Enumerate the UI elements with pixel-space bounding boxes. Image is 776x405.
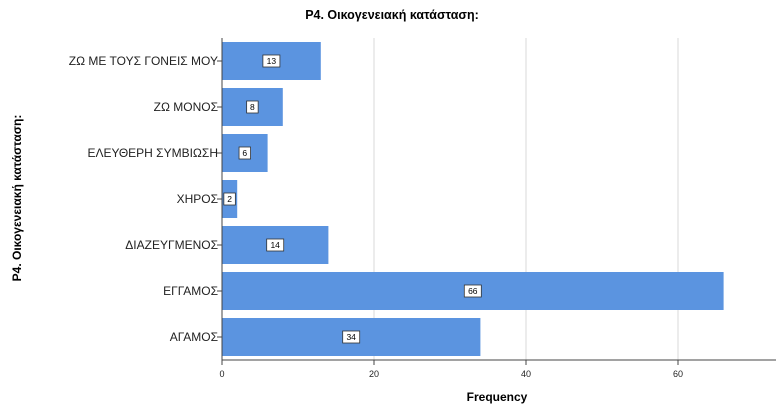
chart-title: P4. Οικογενειακή κατάσταση:: [305, 8, 479, 22]
data-label-box: [463, 284, 482, 298]
data-label-box: [266, 238, 285, 252]
data-label-box: [246, 100, 259, 114]
data-label-box: [223, 192, 236, 206]
data-label: 2: [227, 194, 232, 204]
data-label-box: [262, 54, 281, 68]
grid-lines: [373, 38, 679, 360]
category-label: ΑΓΑΜΟΣ: [170, 330, 218, 344]
data-label: 8: [250, 102, 255, 112]
data-label: 34: [346, 332, 356, 342]
bars: 13 8 6 2 14 66 34: [222, 42, 724, 356]
x-tick-label: 40: [521, 369, 531, 379]
category-label: ΧΗΡΟΣ: [177, 192, 218, 206]
data-label: 6: [242, 148, 247, 158]
data-label-box: [342, 330, 361, 344]
data-label: 66: [468, 286, 478, 296]
category-label: ΕΛΕΥΘΕΡΗ ΣΥΜΒΙΩΣΗ: [87, 146, 218, 160]
x-tick-label: 60: [673, 369, 683, 379]
x-ticks: 0 20 40 60: [219, 360, 683, 379]
category-label: ΔΙΑΖΕΥΓΜΕΝΟΣ: [125, 238, 218, 252]
y-axis-title: P4. Οικογενειακή κατάσταση:: [10, 115, 24, 282]
data-label: 14: [270, 240, 280, 250]
x-tick-label: 20: [369, 369, 379, 379]
x-axis-title: Frequency: [467, 390, 528, 404]
x-tick-label: 0: [219, 369, 224, 379]
category-label: ΕΓΓΑΜΟΣ: [163, 284, 218, 298]
data-label: 13: [267, 56, 277, 66]
category-label: ΖΩ ΜΟΝΟΣ: [154, 100, 218, 114]
category-label: ΖΩ ΜΕ ΤΟΥΣ ΓΟΝΕΙΣ ΜΟΥ: [69, 54, 218, 68]
data-label-box: [238, 146, 251, 160]
category-labels: ΖΩ ΜΕ ΤΟΥΣ ΓΟΝΕΙΣ ΜΟΥ ΖΩ ΜΟΝΟΣ ΕΛΕΥΘΕΡΗ ΣΥ…: [69, 54, 222, 344]
